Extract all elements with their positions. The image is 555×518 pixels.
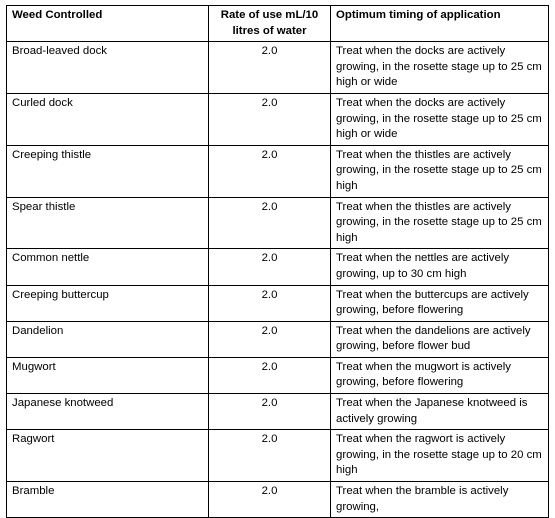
- table-row: Japanese knotweed 2.0 Treat when the Jap…: [6, 393, 549, 431]
- weed-name-cell: Curled dock: [6, 92, 209, 146]
- rate-cell: 2.0: [208, 356, 331, 395]
- timing-cell: Treat when the docks are actively growin…: [330, 92, 549, 146]
- timing-cell: Treat when the mugwort is actively growi…: [330, 356, 549, 395]
- rate-cell: 2.0: [208, 144, 331, 198]
- table-row: Broad-leaved dock 2.0 Treat when the doc…: [6, 41, 549, 94]
- header-rate-of-use: Rate of use mL/10 litres of water: [208, 4, 331, 43]
- rate-cell: 2.0: [208, 92, 331, 146]
- weed-control-table: Weed Controlled Rate of use mL/10 litres…: [6, 4, 549, 518]
- weed-name-cell: Ragwort: [6, 429, 209, 483]
- timing-cell: Treat when the thistles are actively gro…: [330, 144, 549, 198]
- weed-name-cell: Spear thistle: [6, 196, 209, 250]
- weed-name-cell: Creeping buttercup: [6, 284, 209, 322]
- rate-cell: 2.0: [208, 196, 331, 250]
- rate-cell: 2.0: [208, 248, 331, 286]
- weed-name-cell: Bramble: [6, 481, 209, 518]
- table-row: Curled dock 2.0 Treat when the docks are…: [6, 92, 549, 146]
- table-row: Dandelion 2.0 Treat when the dandelions …: [6, 320, 549, 358]
- rate-cell: 2.0: [208, 429, 331, 483]
- table-header-row: Weed Controlled Rate of use mL/10 litres…: [6, 4, 549, 43]
- rate-cell: 2.0: [208, 320, 331, 358]
- timing-cell: Treat when the thistles are actively gro…: [330, 196, 549, 250]
- timing-cell: Treat when the bramble is actively growi…: [330, 481, 549, 518]
- timing-cell: Treat when the dandelions are actively g…: [330, 320, 549, 358]
- rate-cell: 2.0: [208, 284, 331, 322]
- table-row: Bramble 2.0 Treat when the bramble is ac…: [6, 481, 549, 518]
- rate-cell: 2.0: [208, 41, 331, 94]
- table-row: Common nettle 2.0 Treat when the nettles…: [6, 248, 549, 286]
- header-weed-controlled: Weed Controlled: [6, 4, 209, 43]
- table-row: Mugwort 2.0 Treat when the mugwort is ac…: [6, 356, 549, 395]
- table-row: Creeping buttercup 2.0 Treat when the bu…: [6, 284, 549, 322]
- rate-cell: 2.0: [208, 393, 331, 431]
- timing-cell: Treat when the ragwort is actively growi…: [330, 429, 549, 483]
- weed-name-cell: Mugwort: [6, 356, 209, 395]
- rate-cell: 2.0: [208, 481, 331, 518]
- weed-name-cell: Broad-leaved dock: [6, 41, 209, 94]
- timing-cell: Treat when the docks are actively growin…: [330, 41, 549, 94]
- table-row: Creeping thistle 2.0 Treat when the this…: [6, 144, 549, 198]
- header-optimum-timing: Optimum timing of application: [330, 4, 549, 43]
- table-row: Ragwort 2.0 Treat when the ragwort is ac…: [6, 429, 549, 483]
- weed-name-cell: Common nettle: [6, 248, 209, 286]
- table-row: Spear thistle 2.0 Treat when the thistle…: [6, 196, 549, 250]
- weed-name-cell: Creeping thistle: [6, 144, 209, 198]
- timing-cell: Treat when the buttercups are actively g…: [330, 284, 549, 322]
- timing-cell: Treat when the Japanese knotweed is acti…: [330, 393, 549, 431]
- timing-cell: Treat when the nettles are actively grow…: [330, 248, 549, 286]
- weed-name-cell: Japanese knotweed: [6, 393, 209, 431]
- page: Weed Controlled Rate of use mL/10 litres…: [6, 4, 549, 518]
- weed-name-cell: Dandelion: [6, 320, 209, 358]
